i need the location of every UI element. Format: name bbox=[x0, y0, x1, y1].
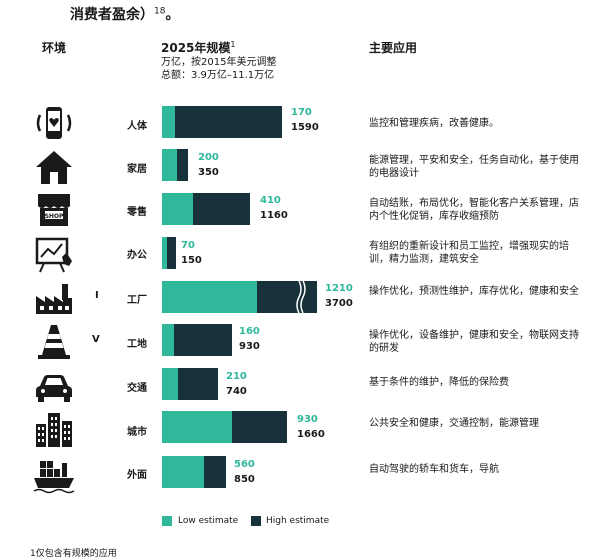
low-estimate-bar bbox=[162, 368, 178, 400]
high-value-label: 1660 bbox=[297, 429, 325, 440]
low-estimate-bar bbox=[162, 324, 175, 356]
low-estimate-bar bbox=[162, 193, 193, 225]
scale-header-footnote: 1 bbox=[230, 40, 236, 49]
application-text: 自动结账，布局优化，智能化客户关系管理，店内个性化促销，库存收缩预防 bbox=[369, 198, 579, 222]
legend-low-label: Low estimate bbox=[178, 516, 239, 526]
high-value-label: 930 bbox=[239, 341, 260, 352]
low-estimate-bar bbox=[162, 411, 233, 443]
low-estimate-bar bbox=[162, 456, 205, 488]
city-buildings-icon bbox=[32, 410, 76, 450]
car-icon bbox=[32, 366, 76, 406]
side-mark-2: V bbox=[92, 334, 100, 345]
legend-high-label: High estimate bbox=[266, 516, 330, 526]
wearable-heart-icon bbox=[32, 103, 76, 143]
legend-low-swatch bbox=[162, 516, 172, 526]
scale-header: 2025年规模1 bbox=[161, 39, 236, 56]
top-text-main: 消费者盈余） bbox=[70, 7, 154, 23]
shop-icon: SHOP bbox=[32, 190, 76, 230]
low-value-label: 170 bbox=[291, 107, 312, 118]
application-text: 基于条件的维护，降低的保险费 bbox=[369, 377, 509, 388]
top-text-footnote-ref: 18 bbox=[154, 6, 166, 17]
applications-header: 主要应用 bbox=[369, 41, 418, 55]
svg-text:SHOP: SHOP bbox=[45, 213, 64, 220]
category-label: 外面 bbox=[127, 470, 147, 481]
low-value-label: 560 bbox=[234, 459, 255, 470]
low-value-label: 210 bbox=[226, 371, 247, 382]
traffic-cone-icon bbox=[32, 322, 76, 362]
application-text: 自动驾驶的轿车和货车，导航 bbox=[369, 464, 499, 475]
footnote: 1仅包含有规模的应用 bbox=[30, 549, 117, 559]
scale-unit: 万亿，按2015年美元调整 bbox=[161, 57, 277, 68]
application-text: 能源管理，平安和安全，任务自动化，基于使用的电器设计 bbox=[369, 155, 579, 179]
low-value-label: 1210 bbox=[325, 283, 353, 294]
category-label: 人体 bbox=[127, 121, 147, 132]
category-label: 办公 bbox=[127, 250, 147, 261]
low-value-label: 160 bbox=[239, 326, 260, 337]
scale-header-text: 2025年规模 bbox=[161, 41, 231, 55]
category-label: 零售 bbox=[127, 207, 147, 218]
low-value-label: 70 bbox=[181, 240, 195, 251]
legend-high-swatch bbox=[251, 516, 261, 526]
top-text: 消费者盈余）18。 bbox=[70, 4, 179, 24]
axis-break-mark bbox=[296, 281, 306, 313]
category-label: 城市 bbox=[127, 427, 147, 438]
category-label: 工厂 bbox=[127, 295, 147, 306]
high-value-label: 850 bbox=[234, 474, 255, 485]
high-value-label: 3700 bbox=[325, 298, 353, 309]
application-text: 公共安全和健康，交通控制，能源管理 bbox=[369, 418, 539, 429]
high-value-label: 1160 bbox=[260, 210, 288, 221]
environment-header: 环境 bbox=[42, 41, 67, 55]
high-value-label: 740 bbox=[226, 386, 247, 397]
category-label: 工地 bbox=[127, 339, 147, 350]
low-estimate-bar bbox=[162, 281, 257, 313]
house-icon bbox=[32, 148, 76, 188]
category-label: 交通 bbox=[127, 383, 147, 394]
presentation-board-icon bbox=[32, 235, 76, 275]
low-value-label: 410 bbox=[260, 195, 281, 206]
high-value-label: 150 bbox=[181, 255, 202, 266]
low-value-label: 200 bbox=[198, 152, 219, 163]
application-text: 监控和管理疾病，改善健康。 bbox=[369, 118, 499, 129]
low-value-label: 930 bbox=[297, 414, 318, 425]
low-estimate-bar bbox=[162, 149, 178, 181]
application-text: 操作优化，预测性维护，库存优化，健康和安全 bbox=[369, 286, 579, 297]
high-estimate-bar bbox=[162, 106, 283, 138]
top-text-end: 。 bbox=[165, 7, 180, 23]
scale-total: 总额：3.9万亿–11.1万亿 bbox=[161, 70, 275, 81]
high-value-label: 350 bbox=[198, 167, 219, 178]
cargo-ship-icon bbox=[32, 455, 76, 495]
category-label: 家居 bbox=[127, 164, 147, 175]
factory-icon bbox=[32, 278, 76, 318]
low-estimate-bar bbox=[162, 237, 168, 269]
application-text: 操作优化，设备维护，健康和安全，物联网支持的研发 bbox=[369, 330, 579, 354]
low-estimate-bar bbox=[162, 106, 175, 138]
application-text: 有组织的重新设计和员工监控，增强现实的培训，精力监测，建筑安全 bbox=[369, 241, 569, 265]
high-value-label: 1590 bbox=[291, 122, 319, 133]
side-mark-1: I bbox=[95, 290, 99, 301]
